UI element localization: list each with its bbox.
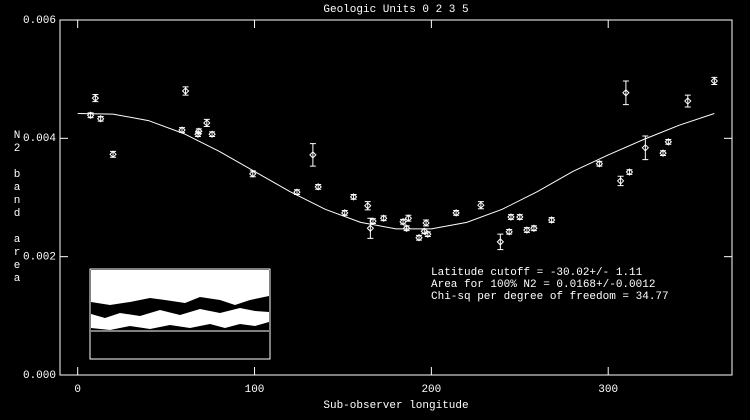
data-point [195,127,203,135]
data-point [91,94,100,102]
data-point [622,89,630,97]
data-point [109,150,117,159]
y-axis-label: N2 band area [11,130,23,286]
data-point [366,224,375,232]
data-point [505,228,513,236]
data-point [477,201,485,209]
x-tick-label: 200 [421,384,441,396]
inset-speckle-region [91,308,269,330]
data-point [363,202,372,210]
data-point [710,77,719,85]
annotation: Area for 100% N2 = 0.0168+/-0.0012 [431,279,655,291]
y-tick-label: 0.006 [23,15,56,27]
data-point [595,160,604,168]
data-point [516,213,524,221]
data-point [547,216,556,224]
error-bar [497,233,504,251]
inset-bright-region [91,270,269,305]
y-tick-label: 0.004 [23,133,56,145]
data-point [203,119,211,127]
data-point [249,170,257,178]
data-point [96,115,105,123]
data-point [86,111,95,119]
annotation: Latitude cutoff = -30.02+/- 1.11 [431,267,643,279]
data-point [684,97,692,105]
data-point [664,138,673,146]
error-bar [642,135,649,161]
data-point [424,230,432,238]
fit-curve [77,112,715,230]
y-tick-label: 0.000 [23,370,56,382]
chart-title: Geologic Units 0 2 3 5 [323,4,468,16]
y-tick-label: 0.002 [23,252,56,264]
data-point [314,183,322,191]
data-point [379,214,388,222]
data-point [530,224,538,232]
data-point [422,219,430,227]
data-point [399,218,407,226]
data-point [452,209,460,217]
data-point [404,214,413,222]
data-point [402,224,411,232]
x-tick-label: 0 [74,384,81,396]
x-axis-label: Sub-observer longitude [323,400,468,412]
data-point [341,209,349,217]
data-point [641,144,650,152]
data-point [659,149,667,157]
annotation: Chi-sq per degree of freedom = 34.77 [431,291,669,303]
data-point [349,193,358,201]
x-tick-label: 100 [245,384,265,396]
error-bar [309,143,316,167]
data-point [208,130,216,138]
data-point [415,234,423,242]
x-tick-label: 300 [598,384,618,396]
data-point [523,226,531,234]
data-point [181,87,190,95]
error-bar [684,94,691,108]
data-point [309,151,317,159]
inset-map [89,268,271,360]
data-point [496,238,505,246]
data-point [616,177,625,185]
plot-frame [59,19,733,376]
data-point [507,213,515,221]
data-point [625,168,634,176]
error-bar [622,80,629,106]
